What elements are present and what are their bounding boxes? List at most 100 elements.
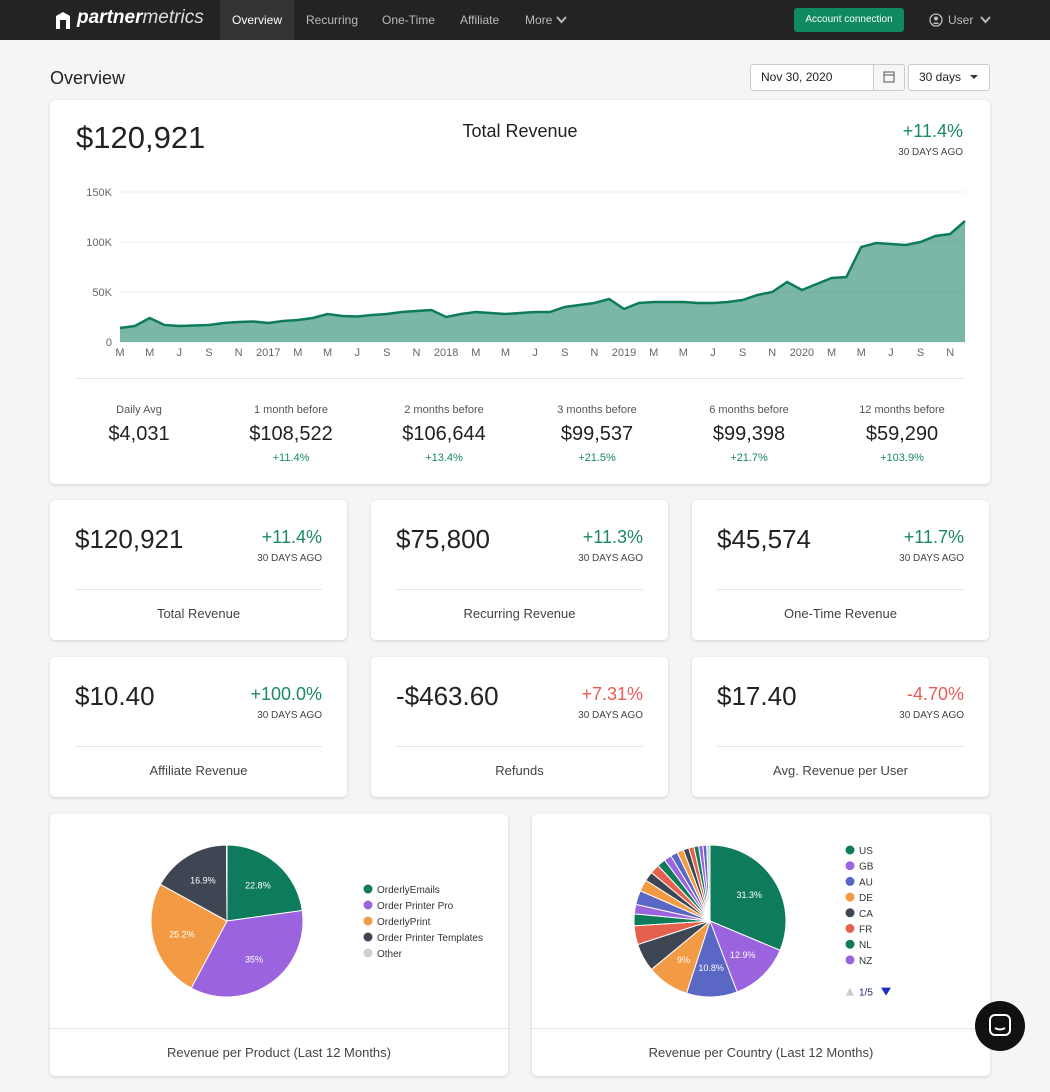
card-change: +7.31% bbox=[581, 684, 643, 704]
legend-label: DE bbox=[859, 893, 873, 904]
stat-value: $99,398 bbox=[712, 423, 786, 445]
card-label: Affiliate Revenue bbox=[149, 763, 248, 778]
y-tick-label: 150K bbox=[86, 187, 112, 199]
stat-card bbox=[50, 657, 347, 797]
y-tick-label: 0 bbox=[106, 337, 112, 349]
account-button[interactable]: Account connection bbox=[794, 8, 904, 32]
nav-tab[interactable]: Recurring bbox=[306, 13, 359, 27]
page-title: Overview bbox=[50, 68, 126, 88]
legend-label: NZ bbox=[859, 956, 872, 967]
stat-value: $106,644 bbox=[402, 423, 486, 445]
card-note: 30 DAYS AGO bbox=[257, 710, 322, 721]
x-tick-label: 2020 bbox=[790, 347, 814, 359]
pie-slice bbox=[709, 844, 787, 951]
card-value: $75,800 bbox=[396, 524, 490, 554]
pie-slice bbox=[150, 883, 228, 989]
x-tick-label: M bbox=[501, 347, 510, 359]
stat-label: 12 months before bbox=[859, 404, 945, 416]
card-value: $45,574 bbox=[717, 524, 811, 554]
line bbox=[119, 220, 966, 330]
divider bbox=[50, 1028, 508, 1029]
legend-label: Other bbox=[377, 949, 403, 960]
calendar-button[interactable] bbox=[873, 64, 905, 91]
legend-label: NL bbox=[859, 940, 872, 951]
x-tick-label: M bbox=[323, 347, 332, 359]
slice-label: 16.9% bbox=[190, 876, 216, 886]
divider bbox=[532, 1028, 990, 1029]
user-icon bbox=[929, 13, 943, 27]
x-tick-label: S bbox=[205, 347, 212, 359]
legend-swatch bbox=[845, 955, 855, 965]
x-tick-label: N bbox=[768, 347, 776, 359]
x-tick-label: N bbox=[590, 347, 598, 359]
x-tick-label: M bbox=[827, 347, 836, 359]
date-input[interactable]: Nov 30, 2020 bbox=[750, 64, 874, 91]
chart-title: Total Revenue bbox=[462, 121, 578, 141]
user-menu[interactable]: User bbox=[948, 13, 974, 27]
card-label: One-Time Revenue bbox=[784, 606, 897, 621]
pie-title: Revenue per Country (Last 12 Months) bbox=[648, 1045, 874, 1060]
legend-swatch bbox=[845, 876, 855, 886]
card-value: -$463.60 bbox=[396, 681, 499, 711]
stat-label: 2 months before bbox=[404, 404, 484, 416]
stat-card bbox=[692, 657, 989, 797]
x-tick-label: 2018 bbox=[434, 347, 458, 359]
range-select[interactable]: 30 days bbox=[908, 64, 990, 91]
brand: partnermetrics bbox=[77, 7, 204, 29]
stat-value: $4,031 bbox=[108, 423, 170, 445]
slice-label: 10.8% bbox=[698, 963, 724, 973]
stat-label: 6 months before bbox=[709, 404, 789, 416]
stat-change: +21.5% bbox=[578, 452, 616, 464]
chevron bbox=[980, 16, 991, 24]
x-tick-label: S bbox=[383, 347, 390, 359]
divider bbox=[75, 589, 322, 590]
stat-card bbox=[692, 500, 989, 640]
legend-swatch bbox=[845, 924, 855, 933]
nav-tab[interactable]: More bbox=[525, 13, 553, 27]
x-tick-label: S bbox=[739, 347, 746, 359]
card-value: $10.40 bbox=[75, 681, 155, 711]
card-label: Refunds bbox=[495, 763, 544, 778]
x-tick-label: J bbox=[888, 347, 894, 359]
stat-change: +11.4% bbox=[272, 452, 310, 464]
slice-label: 22.8% bbox=[245, 880, 271, 890]
pager-next[interactable] bbox=[881, 987, 891, 996]
slice-label: 25.2% bbox=[169, 929, 195, 939]
divider bbox=[396, 589, 643, 590]
divider bbox=[75, 746, 322, 747]
card-value: $17.40 bbox=[717, 681, 797, 711]
legend-swatch bbox=[363, 884, 373, 894]
stat-change: +13.4% bbox=[425, 452, 463, 464]
pie-slice bbox=[226, 844, 303, 922]
card-note: 30 DAYS AGO bbox=[578, 553, 643, 564]
x-tick-label: M bbox=[679, 347, 688, 359]
x-tick-label: S bbox=[561, 347, 568, 359]
card-change: -4.70% bbox=[906, 684, 964, 704]
nav-tab[interactable]: Affiliate bbox=[460, 13, 500, 27]
divider bbox=[76, 378, 964, 379]
x-tick-label: M bbox=[145, 347, 154, 359]
nav-tab[interactable]: Overview bbox=[220, 0, 295, 40]
card-change: +11.3% bbox=[582, 527, 643, 547]
stat-value: $108,522 bbox=[249, 423, 333, 445]
pager-prev bbox=[846, 987, 854, 996]
chat-button[interactable] bbox=[975, 1001, 1025, 1051]
stat-change: +103.9% bbox=[880, 452, 924, 464]
x-tick-label: M bbox=[293, 347, 302, 359]
nav-tab[interactable]: One-Time bbox=[382, 13, 435, 27]
legend-label: AU bbox=[859, 877, 873, 888]
summary-value: $120,921 bbox=[76, 120, 206, 155]
x-tick-label: N bbox=[235, 347, 243, 359]
legend-swatch bbox=[845, 939, 855, 949]
x-tick-label: S bbox=[917, 347, 924, 359]
x-tick-label: N bbox=[413, 347, 421, 359]
legend-label: FR bbox=[859, 925, 872, 936]
card-note: 30 DAYS AGO bbox=[257, 553, 322, 564]
legend-label: OrderlyEmails bbox=[377, 885, 440, 896]
legend-swatch bbox=[363, 916, 373, 926]
x-tick-label: J bbox=[177, 347, 183, 359]
card-label: Avg. Revenue per User bbox=[773, 763, 908, 778]
summary-note: 30 DAYS AGO bbox=[898, 147, 963, 158]
x-tick-label: 2017 bbox=[256, 347, 280, 359]
legend-label: Order Printer Templates bbox=[377, 933, 483, 944]
